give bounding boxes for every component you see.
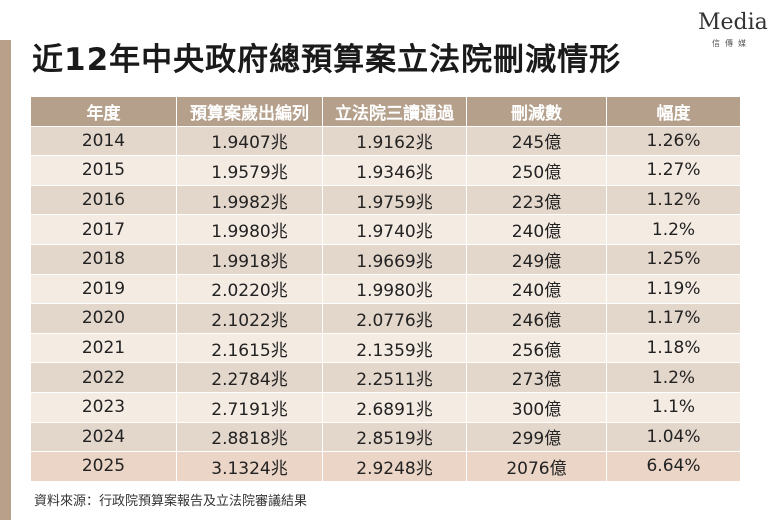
cell-year: 2020 [30,303,177,334]
table-row: 2024 2.8818兆 2.8519兆 299億 1.04% [30,421,741,453]
cell-year: 2015 [30,155,177,186]
logo-sub-text: 信傳媒 [712,39,751,48]
cell-percent: 6.64% [606,451,741,482]
source-note: 資料來源：行政院預算案報告及立法院審議結果 [34,494,308,509]
column-header-proposed: 預算案歲出編列 [176,96,323,127]
cell-cut: 245億 [466,125,607,157]
table-row: 2018 1.9918兆 1.9669兆 249億 1.25% [30,243,741,275]
cell-proposed: 1.9918兆 [176,243,323,275]
cell-passed: 1.9346兆 [322,155,467,186]
cell-year: 2017 [30,214,177,245]
cell-passed: 1.9669兆 [322,243,467,275]
cell-proposed: 2.0220兆 [176,273,323,305]
cell-cut: 299億 [466,421,607,453]
cell-percent: 1.19% [606,273,741,305]
cell-year: 2019 [30,273,177,305]
cell-passed: 2.8519兆 [322,421,467,453]
table-row: 2019 2.0220兆 1.9980兆 240億 1.19% [30,273,741,305]
cell-percent: 1.2% [606,362,741,393]
cell-proposed: 1.9982兆 [176,184,323,216]
cell-proposed: 2.1615兆 [176,332,323,364]
cell-proposed: 2.8818兆 [176,421,323,453]
table-row: 2025 3.1324兆 2.9248兆 2076億 6.64% [30,451,741,482]
cell-passed: 2.6891兆 [322,391,467,423]
cell-cut: 240億 [466,273,607,305]
cell-percent: 1.18% [606,332,741,364]
cell-proposed: 1.9407兆 [176,125,323,157]
cell-passed: 1.9980兆 [322,273,467,305]
cell-proposed: 2.1022兆 [176,303,323,334]
cell-year: 2022 [30,362,177,393]
cell-percent: 1.27% [606,155,741,186]
cell-cut: 2076億 [466,451,607,482]
cell-passed: 1.9759兆 [322,184,467,216]
cell-year: 2025 [30,451,177,482]
cell-percent: 1.04% [606,421,741,453]
cell-cut: 250億 [466,155,607,186]
cell-cut: 223億 [466,184,607,216]
cell-proposed: 2.2784兆 [176,362,323,393]
cell-proposed: 1.9980兆 [176,214,323,245]
table-body: 2014 1.9407兆 1.9162兆 245億 1.26% 2015 1.9579兆 1.… [30,125,741,482]
table-row: 2020 2.1022兆 2.0776兆 246億 1.17% [30,303,741,334]
table-row: 2016 1.9982兆 1.9759兆 223億 1.12% [30,184,741,216]
cell-year: 2023 [30,391,177,423]
cell-proposed: 1.9579兆 [176,155,323,186]
cell-cut: 240億 [466,214,607,245]
table-header-row: 年度 預算案歲出編列 立法院三讀通過 刪減數 幅度 [30,96,741,127]
table-row: 2014 1.9407兆 1.9162兆 245億 1.26% [30,125,741,157]
cell-cut: 300億 [466,391,607,423]
page-title: 近12年中央政府總預算案立法院刪減情形 [32,42,622,78]
cell-year: 2024 [30,421,177,453]
budget-table: 年度 預算案歲出編列 立法院三讀通過 刪減數 幅度 2014 1.9407兆 1.9… [30,96,741,482]
table-row: 2017 1.9980兆 1.9740兆 240億 1.2% [30,214,741,245]
table-row: 2023 2.7191兆 2.6891兆 300億 1.1% [30,391,741,423]
table-row: 2022 2.2784兆 2.2511兆 273億 1.2% [30,362,741,393]
cell-percent: 1.2% [606,214,741,245]
brand-logo: Media 信傳媒 [698,8,774,52]
cell-percent: 1.1% [606,391,741,423]
cell-passed: 2.0776兆 [322,303,467,334]
logo-brand-text: Media [698,10,768,35]
column-header-year: 年度 [30,96,177,127]
cell-year: 2018 [30,243,177,275]
table-row: 2015 1.9579兆 1.9346兆 250億 1.27% [30,155,741,186]
cell-percent: 1.12% [606,184,741,216]
cell-cut: 256億 [466,332,607,364]
column-header-passed: 立法院三讀通過 [322,96,467,127]
cell-passed: 2.9248兆 [322,451,467,482]
accent-bar [0,40,11,520]
cell-year: 2014 [30,125,177,157]
cell-passed: 2.2511兆 [322,362,467,393]
cell-passed: 2.1359兆 [322,332,467,364]
column-header-percent: 幅度 [606,96,741,127]
cell-proposed: 2.7191兆 [176,391,323,423]
cell-percent: 1.26% [606,125,741,157]
cell-passed: 1.9162兆 [322,125,467,157]
cell-passed: 1.9740兆 [322,214,467,245]
cell-percent: 1.25% [606,243,741,275]
cell-year: 2016 [30,184,177,216]
cell-cut: 249億 [466,243,607,275]
column-header-cut: 刪減數 [466,96,607,127]
cell-percent: 1.17% [606,303,741,334]
cell-year: 2021 [30,332,177,364]
cell-proposed: 3.1324兆 [176,451,323,482]
cell-cut: 273億 [466,362,607,393]
cell-cut: 246億 [466,303,607,334]
table-row: 2021 2.1615兆 2.1359兆 256億 1.18% [30,332,741,364]
